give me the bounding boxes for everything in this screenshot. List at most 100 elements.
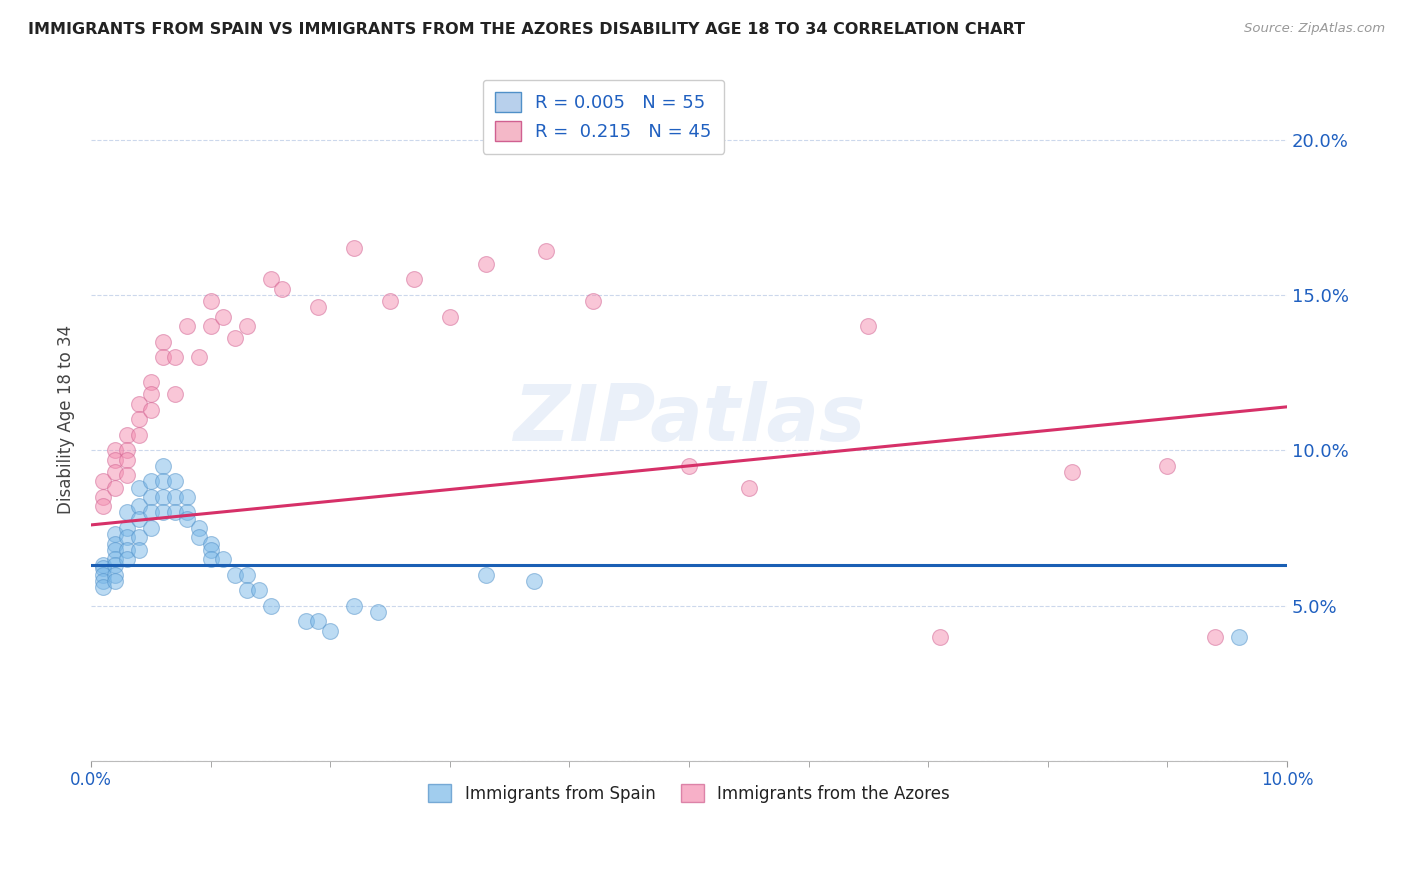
Point [224, 567, 246, 582]
Point [115, 506, 138, 520]
Point [152, 458, 174, 473]
Point [91, 558, 114, 573]
Point [128, 412, 150, 426]
Point [115, 452, 138, 467]
Point [128, 511, 150, 525]
Point [187, 530, 209, 544]
Point [163, 475, 186, 489]
Point [187, 350, 209, 364]
Point [152, 490, 174, 504]
Point [115, 530, 138, 544]
Point [367, 605, 389, 619]
Point [91, 561, 114, 575]
Point [200, 542, 222, 557]
Point [235, 583, 257, 598]
Point [235, 319, 257, 334]
Y-axis label: Disability Age 18 to 34: Disability Age 18 to 34 [58, 325, 75, 514]
Point [247, 583, 270, 598]
Point [295, 614, 318, 628]
Point [1227, 630, 1250, 644]
Point [211, 552, 233, 566]
Point [235, 567, 257, 582]
Point [176, 506, 198, 520]
Point [678, 458, 700, 473]
Point [128, 397, 150, 411]
Point [115, 552, 138, 566]
Point [104, 443, 127, 458]
Point [91, 580, 114, 594]
Point [259, 272, 281, 286]
Point [91, 500, 114, 514]
Point [128, 481, 150, 495]
Point [307, 614, 329, 628]
Point [115, 542, 138, 557]
Point [91, 475, 114, 489]
Point [200, 294, 222, 309]
Point [139, 403, 162, 417]
Point [534, 244, 557, 259]
Text: IMMIGRANTS FROM SPAIN VS IMMIGRANTS FROM THE AZORES DISABILITY AGE 18 TO 34 CORR: IMMIGRANTS FROM SPAIN VS IMMIGRANTS FROM… [28, 22, 1025, 37]
Point [128, 500, 150, 514]
Point [858, 319, 880, 334]
Point [115, 521, 138, 535]
Point [104, 558, 127, 573]
Point [139, 521, 162, 535]
Point [104, 481, 127, 495]
Point [139, 387, 162, 401]
Point [115, 427, 138, 442]
Point [104, 536, 127, 550]
Point [152, 334, 174, 349]
Point [1156, 458, 1178, 473]
Point [200, 536, 222, 550]
Point [343, 241, 366, 255]
Point [91, 490, 114, 504]
Point [474, 257, 496, 271]
Point [1060, 465, 1083, 479]
Point [163, 387, 186, 401]
Point [104, 452, 127, 467]
Point [224, 331, 246, 345]
Point [402, 272, 425, 286]
Point [187, 521, 209, 535]
Point [176, 490, 198, 504]
Point [439, 310, 461, 324]
Point [163, 490, 186, 504]
Text: Source: ZipAtlas.com: Source: ZipAtlas.com [1244, 22, 1385, 36]
Point [139, 490, 162, 504]
Point [139, 475, 162, 489]
Point [343, 599, 366, 613]
Point [139, 375, 162, 389]
Point [523, 574, 546, 588]
Point [128, 427, 150, 442]
Point [139, 506, 162, 520]
Point [582, 294, 605, 309]
Point [104, 552, 127, 566]
Point [128, 542, 150, 557]
Point [152, 506, 174, 520]
Point [259, 599, 281, 613]
Text: ZIPatlas: ZIPatlas [513, 381, 865, 458]
Point [319, 624, 342, 638]
Point [200, 552, 222, 566]
Point [163, 350, 186, 364]
Legend: Immigrants from Spain, Immigrants from the Azores: Immigrants from Spain, Immigrants from t… [416, 772, 962, 814]
Point [115, 443, 138, 458]
Point [104, 567, 127, 582]
Point [200, 319, 222, 334]
Point [738, 481, 761, 495]
Point [152, 350, 174, 364]
Point [91, 567, 114, 582]
Point [176, 319, 198, 334]
Point [128, 530, 150, 544]
Point [474, 567, 496, 582]
Point [211, 310, 233, 324]
Point [104, 574, 127, 588]
Point [104, 465, 127, 479]
Point [176, 511, 198, 525]
Point [91, 574, 114, 588]
Point [307, 301, 329, 315]
Point [104, 527, 127, 541]
Point [271, 282, 294, 296]
Point [163, 506, 186, 520]
Point [104, 542, 127, 557]
